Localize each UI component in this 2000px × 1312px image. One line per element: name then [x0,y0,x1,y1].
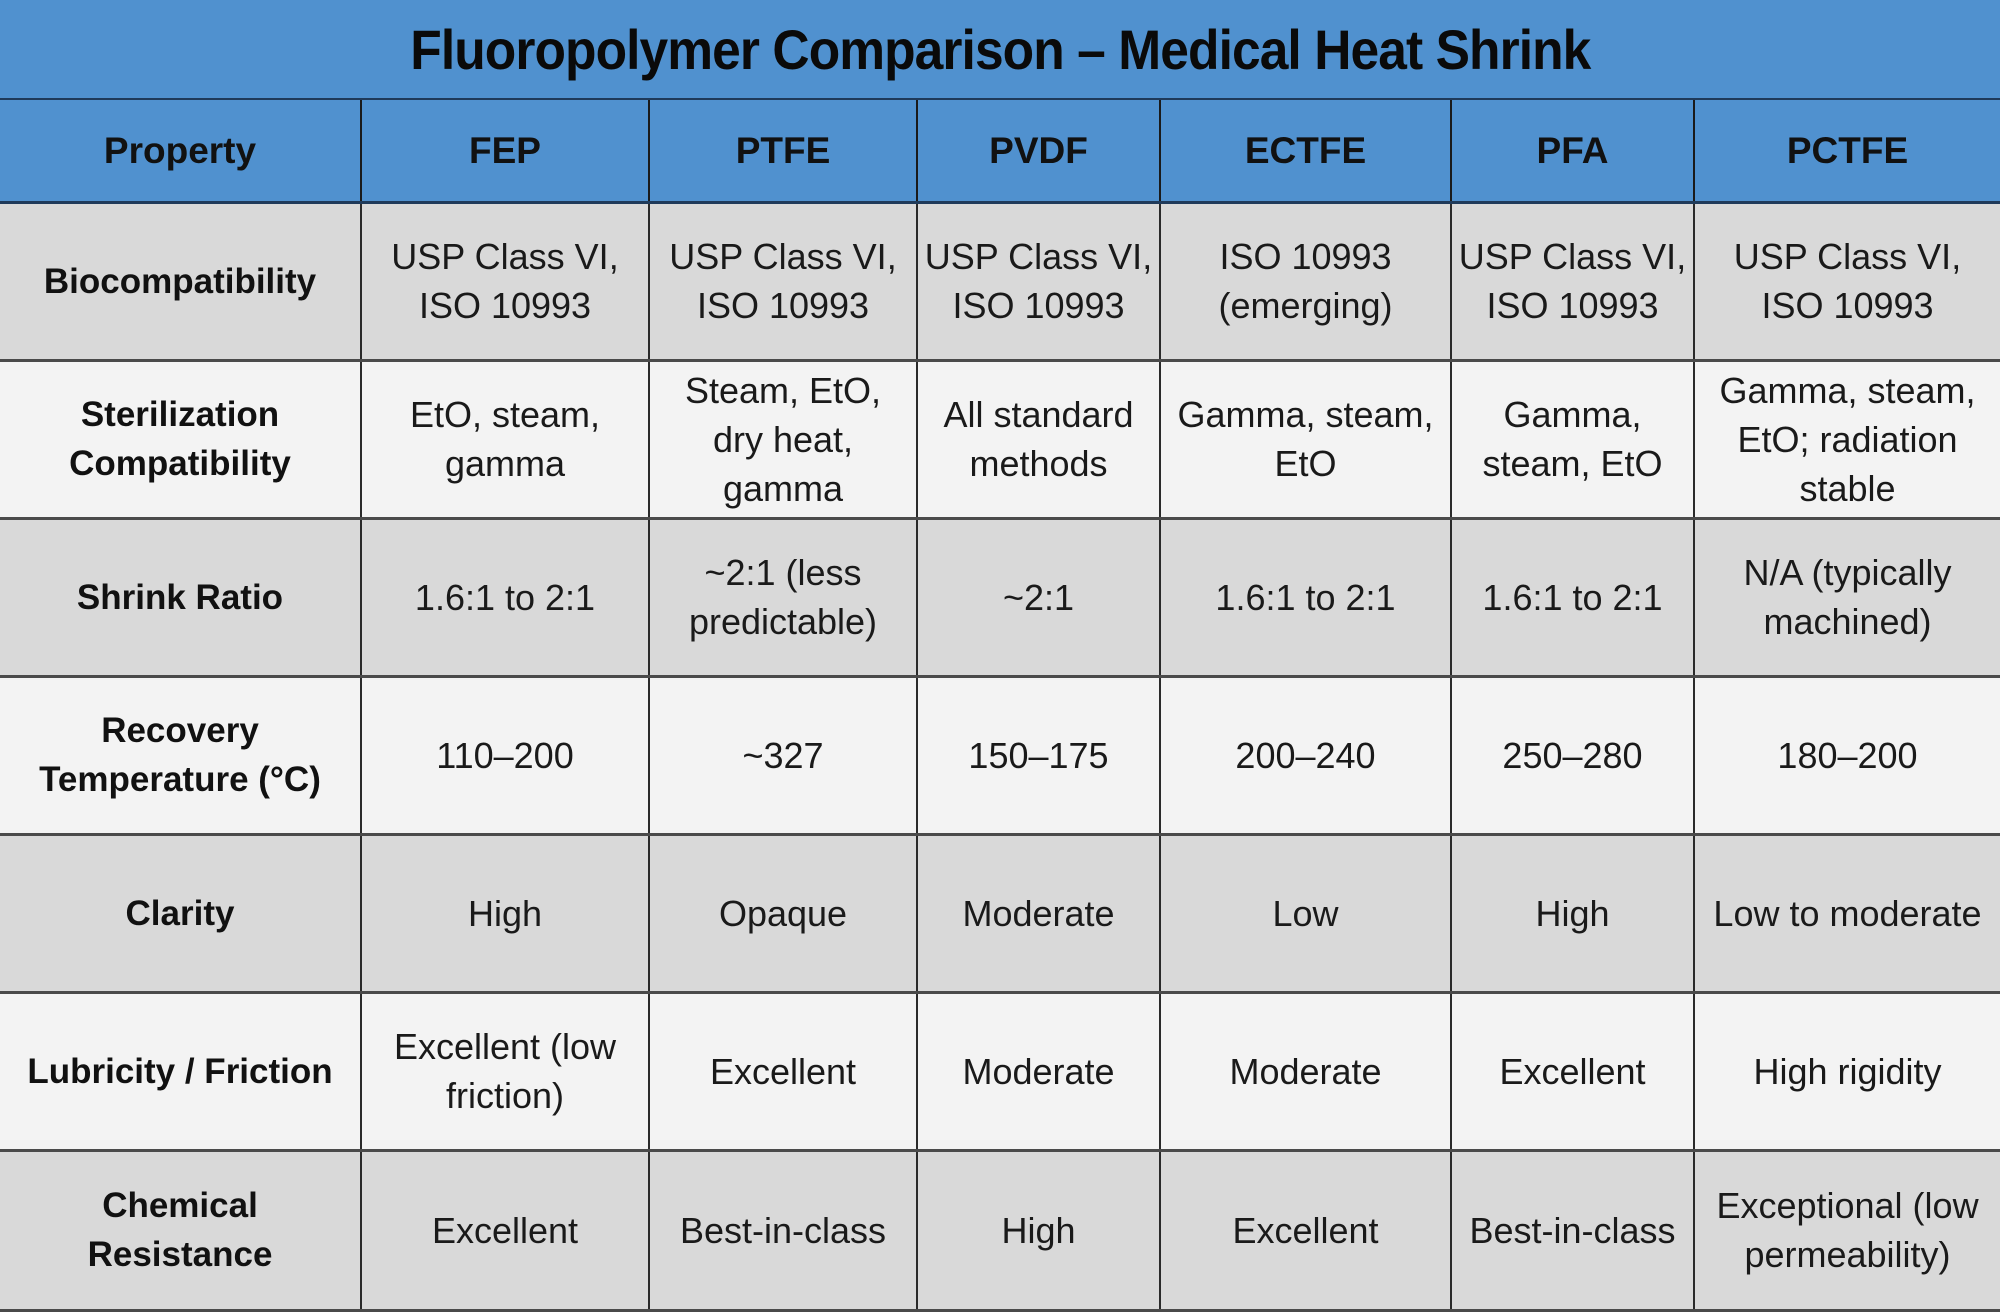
table-cell: ~327 [649,676,918,836]
header-row: Property FEP PTFE PVDF ECTFE PFA PCTFE [0,100,2000,204]
table-cell: USP Class VI, ISO 10993 [361,202,650,362]
table-cell: Excellent [1451,992,1695,1152]
table-cell: Low [1160,834,1452,994]
table-cell: Best-in-class [649,1150,918,1312]
table-cell: 1.6:1 to 2:1 [1160,518,1452,678]
table-cell: Moderate [1160,992,1452,1152]
row-label: Recovery Temperature (°C) [0,676,362,836]
table-cell: Moderate [917,992,1161,1152]
table-cell: 200–240 [1160,676,1452,836]
row-label: Shrink Ratio [0,518,362,678]
table-cell: Steam, EtO, dry heat, gamma [649,360,918,520]
table-cell: Low to moderate [1694,834,2000,994]
table-cell: USP Class VI, ISO 10993 [1451,202,1695,362]
table-cell: Excellent (low friction) [361,992,650,1152]
table-cell: 250–280 [1451,676,1695,836]
column-header-pvdf: PVDF [917,100,1161,204]
table-row-lubricity: Lubricity / Friction Excellent (low fric… [0,992,2000,1152]
column-header-ptfe: PTFE [649,100,918,204]
table-cell: Excellent [1160,1150,1452,1312]
table-cell: Gamma, steam, EtO [1451,360,1695,520]
title-bar: Fluoropolymer Comparison – Medical Heat … [0,0,2000,100]
row-label: Chemical Resistance [0,1150,362,1312]
row-label: Sterilization Compatibility [0,360,362,520]
row-label: Lubricity / Friction [0,992,362,1152]
column-header-property: Property [0,100,362,204]
table-cell: 110–200 [361,676,650,836]
table-cell: Excellent [649,992,918,1152]
table-cell: 180–200 [1694,676,2000,836]
table-row-clarity: Clarity High Opaque Moderate Low High Lo… [0,834,2000,994]
table-cell: ~2:1 [917,518,1161,678]
table-cell: EtO, steam, gamma [361,360,650,520]
column-header-ectfe: ECTFE [1160,100,1452,204]
row-label: Biocompatibility [0,202,362,362]
table-cell: Gamma, steam, EtO [1160,360,1452,520]
row-label: Clarity [0,834,362,994]
table-cell: Exceptional (low permeability) [1694,1150,2000,1312]
table-cell: High [1451,834,1695,994]
table-cell: Gamma, steam, EtO; radiation stable [1694,360,2000,520]
column-header-pfa: PFA [1451,100,1695,204]
table-cell: 150–175 [917,676,1161,836]
table-row-sterilization: Sterilization Compatibility EtO, steam, … [0,360,2000,520]
table-cell: USP Class VI, ISO 10993 [1694,202,2000,362]
table-row-recovery-temperature: Recovery Temperature (°C) 110–200 ~327 1… [0,676,2000,836]
column-header-fep: FEP [361,100,650,204]
table-cell: 1.6:1 to 2:1 [361,518,650,678]
table-cell: USP Class VI, ISO 10993 [917,202,1161,362]
table-cell: High rigidity [1694,992,2000,1152]
table-row-chemical-resistance: Chemical Resistance Excellent Best-in-cl… [0,1150,2000,1312]
table-cell: High [917,1150,1161,1312]
table-cell: Moderate [917,834,1161,994]
table-cell: Best-in-class [1451,1150,1695,1312]
table-cell: Opaque [649,834,918,994]
column-header-pctfe: PCTFE [1694,100,2000,204]
table-cell: All standard methods [917,360,1161,520]
comparison-table: Property FEP PTFE PVDF ECTFE PFA PCTFE B… [0,100,2000,1312]
page-title: Fluoropolymer Comparison – Medical Heat … [409,17,1591,81]
table-cell: ~2:1 (less predictable) [649,518,918,678]
table-cell: N/A (typically machined) [1694,518,2000,678]
table-cell: Excellent [361,1150,650,1312]
table-cell: USP Class VI, ISO 10993 [649,202,918,362]
table-row-biocompatibility: Biocompatibility USP Class VI, ISO 10993… [0,202,2000,362]
table-row-shrink-ratio: Shrink Ratio 1.6:1 to 2:1 ~2:1 (less pre… [0,518,2000,678]
table-cell: ISO 10993 (emerging) [1160,202,1452,362]
table-cell: High [361,834,650,994]
table-cell: 1.6:1 to 2:1 [1451,518,1695,678]
